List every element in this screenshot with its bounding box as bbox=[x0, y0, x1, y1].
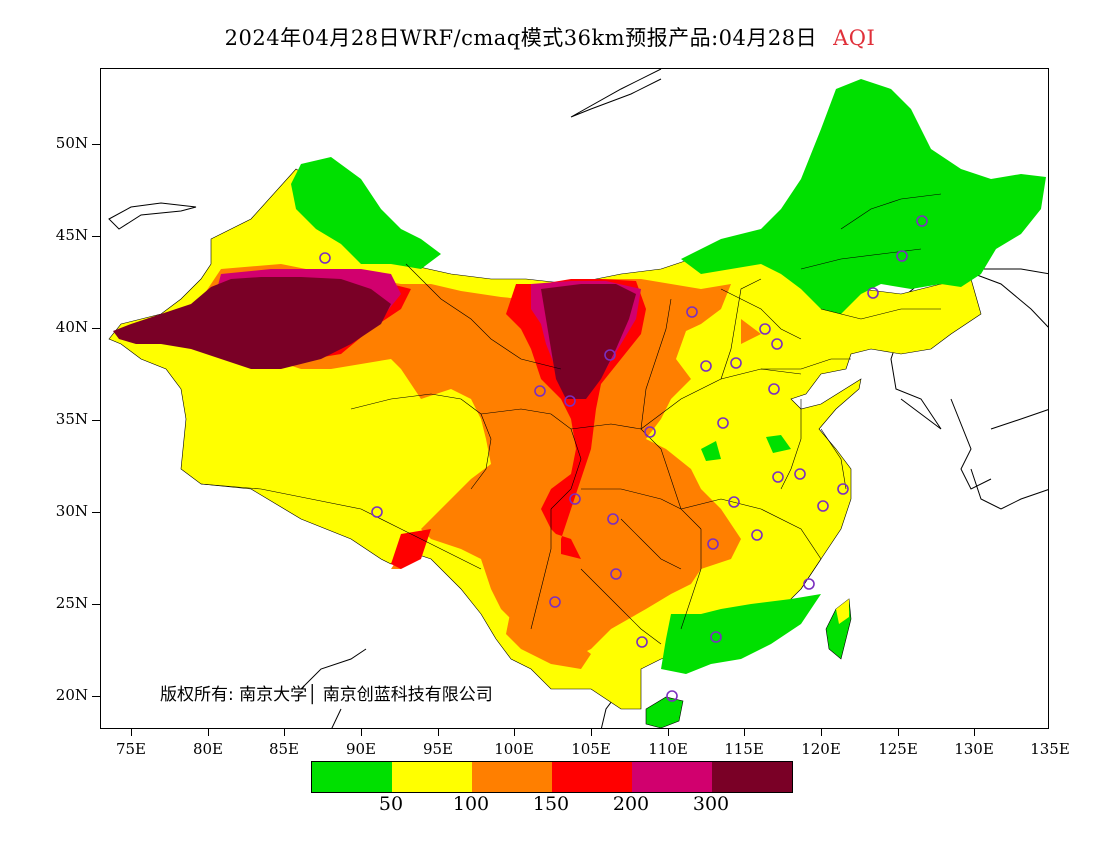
y-tick-label: 20N bbox=[55, 686, 88, 704]
title-variable: AQI bbox=[833, 26, 876, 50]
map-title: 2024年04月28日WRF/cmaq模式36km预报产品:04月28日 AQI bbox=[0, 22, 1100, 52]
y-tick-label: 40N bbox=[55, 318, 88, 336]
x-tick-label: 75E bbox=[115, 740, 147, 758]
x-tick-label: 120E bbox=[801, 740, 841, 758]
aqi-map bbox=[100, 68, 1049, 729]
color-legend bbox=[311, 761, 793, 793]
x-tick-label: 100E bbox=[494, 740, 534, 758]
y-tick-label: 30N bbox=[55, 502, 88, 520]
x-tick-label: 105E bbox=[571, 740, 611, 758]
legend-label: 300 bbox=[692, 793, 730, 815]
legend-swatch-hazardous bbox=[712, 762, 792, 792]
x-tick-label: 115E bbox=[724, 740, 764, 758]
x-tick-label: 125E bbox=[878, 740, 918, 758]
legend-label: 100 bbox=[452, 793, 490, 815]
station-markers bbox=[319, 215, 928, 702]
legend-label: 150 bbox=[532, 793, 570, 815]
y-tick-label: 35N bbox=[55, 410, 88, 428]
region-hazardous bbox=[113, 277, 636, 399]
x-tick-label: 110E bbox=[648, 740, 688, 758]
y-tick-label: 25N bbox=[55, 594, 88, 612]
coastline-outlines bbox=[108, 69, 1048, 728]
y-tick-label: 45N bbox=[55, 226, 88, 244]
copyright-note: 版权所有: 南京大学│ 南京创蓝科技有限公司 bbox=[160, 685, 493, 705]
legend-swatch-good bbox=[312, 762, 392, 792]
y-tick-label: 50N bbox=[55, 134, 88, 152]
x-tick-label: 130E bbox=[954, 740, 994, 758]
title-text: 2024年04月28日WRF/cmaq模式36km预报产品:04月28日 bbox=[224, 26, 818, 50]
legend-swatch-very-unhealthy bbox=[632, 762, 712, 792]
legend-swatch-moderate bbox=[392, 762, 472, 792]
legend-label: 50 bbox=[378, 793, 404, 815]
aqi-map-canvas bbox=[108, 69, 1048, 728]
legend-swatch-sensitive bbox=[472, 762, 552, 792]
province-borders bbox=[200, 193, 942, 645]
region-good bbox=[291, 79, 1046, 674]
x-tick-label: 80E bbox=[192, 740, 224, 758]
legend-swatch-unhealthy bbox=[552, 762, 632, 792]
x-tick-label: 95E bbox=[422, 740, 454, 758]
legend-label: 200 bbox=[612, 793, 650, 815]
x-tick-label: 90E bbox=[345, 740, 377, 758]
x-tick-label: 135E bbox=[1030, 740, 1070, 758]
x-tick-label: 85E bbox=[268, 740, 300, 758]
